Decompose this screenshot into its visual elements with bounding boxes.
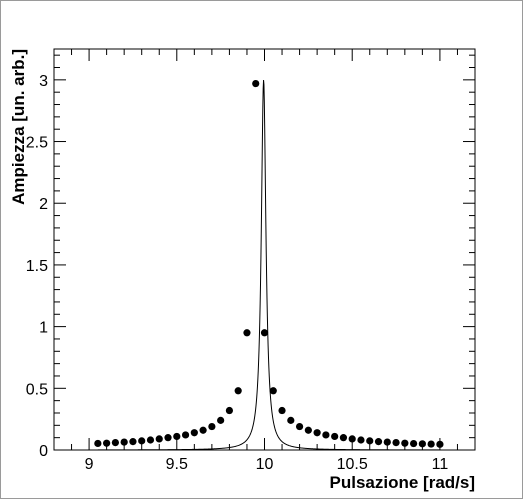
data-point (173, 432, 181, 441)
data-point (155, 435, 163, 443)
y-tick-label: 3 (39, 73, 48, 90)
x-tick-label: 9 (85, 456, 94, 473)
data-point (260, 329, 269, 337)
data-point (217, 416, 225, 424)
data-point (103, 439, 111, 447)
data-point (295, 422, 304, 431)
data-point (146, 436, 155, 444)
data-point (392, 438, 400, 447)
data-point (234, 387, 242, 395)
data-point (120, 438, 128, 446)
data-point (199, 426, 207, 434)
data-point (304, 426, 312, 434)
y-axis-title: Ampiezza [un. arb.] (9, 49, 28, 205)
data-point (383, 438, 391, 446)
data-point (225, 406, 234, 415)
data-point (278, 406, 286, 415)
data-point (374, 438, 383, 446)
x-tick-label: 11 (432, 456, 449, 473)
data-point (94, 439, 102, 448)
data-point (427, 440, 435, 448)
data-point (331, 432, 339, 441)
data-point (190, 429, 198, 437)
y-tick-label: 2 (39, 196, 48, 213)
x-tick-label: 10 (256, 456, 274, 473)
data-point (252, 79, 260, 88)
data-point (129, 438, 137, 446)
data-point (164, 434, 172, 442)
data-point (322, 431, 330, 439)
data-point (269, 387, 277, 395)
data-point (138, 437, 146, 445)
data-point (410, 439, 418, 448)
y-tick-label: 2.5 (26, 135, 48, 152)
y-tick-label: 0.5 (26, 381, 48, 398)
fit-curve (97, 79, 440, 451)
data-point (243, 329, 251, 337)
data-point (181, 431, 190, 439)
y-tick-label: 1 (39, 320, 48, 337)
data-point (313, 429, 321, 437)
data-point (418, 440, 426, 448)
data-point (357, 436, 365, 444)
y-tick-label: 0 (39, 443, 48, 460)
y-tick-label: 1.5 (26, 258, 48, 275)
data-point (401, 439, 409, 447)
data-point (366, 437, 374, 445)
x-tick-label: 10.5 (337, 456, 368, 473)
x-axis-title: Pulsazione [rad/s] (330, 473, 475, 492)
data-point (287, 416, 295, 424)
x-tick-label: 9.5 (166, 456, 188, 473)
data-point (111, 438, 119, 447)
data-point (339, 434, 348, 442)
data-point (208, 422, 216, 431)
